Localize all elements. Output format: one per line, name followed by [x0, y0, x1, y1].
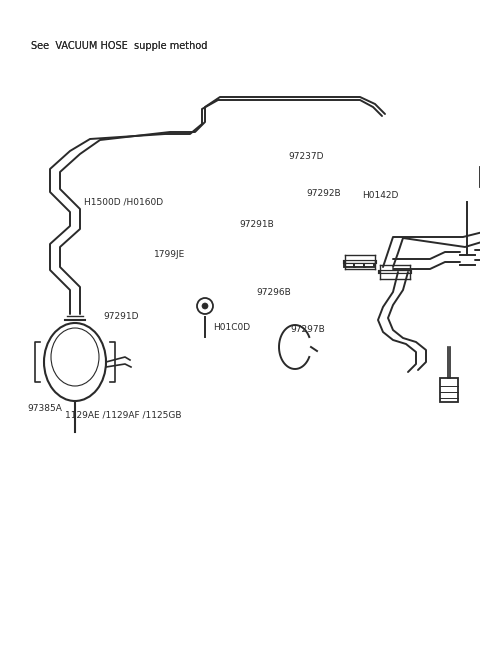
Text: See  VACUUM HOSE  supple method: See VACUUM HOSE supple method	[31, 41, 207, 51]
Text: H1500D /H0160D: H1500D /H0160D	[84, 198, 163, 207]
Text: 97296B: 97296B	[257, 288, 291, 297]
Text: 97291B: 97291B	[239, 220, 274, 229]
Text: H01C0D: H01C0D	[214, 323, 251, 332]
FancyBboxPatch shape	[440, 378, 458, 402]
Circle shape	[197, 298, 213, 314]
Text: 97291D: 97291D	[103, 312, 139, 321]
Text: 97385A: 97385A	[28, 404, 63, 413]
Text: 97292B: 97292B	[306, 189, 341, 198]
Text: 1799JE: 1799JE	[154, 250, 185, 259]
Text: 97297B: 97297B	[290, 325, 325, 334]
Text: 97237D: 97237D	[288, 152, 324, 161]
Text: H0142D: H0142D	[362, 191, 399, 200]
Circle shape	[202, 303, 208, 309]
Text: 1129AE /1129AF /1125GB: 1129AE /1129AF /1125GB	[65, 411, 181, 420]
Text: See  VACUUM HOSE  supple method: See VACUUM HOSE supple method	[31, 41, 207, 51]
